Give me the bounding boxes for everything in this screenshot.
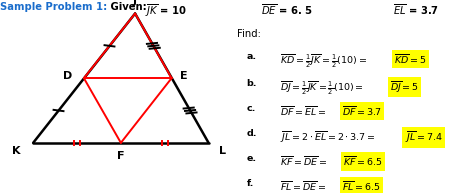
Text: J: J (133, 0, 137, 6)
Text: d.: d. (246, 129, 257, 138)
Text: c.: c. (246, 104, 256, 113)
Text: a.: a. (246, 52, 256, 61)
Text: $\overline{EL}$ = 3.7: $\overline{EL}$ = 3.7 (393, 2, 439, 17)
Text: Given:: Given: (107, 2, 150, 12)
Text: $\overline{KD} = 5$: $\overline{KD} = 5$ (394, 52, 427, 66)
Text: $\overline{FL} = \overline{DE} = $: $\overline{FL} = \overline{DE} = $ (280, 179, 326, 193)
Text: E: E (180, 71, 188, 81)
Text: $\overline{DF} = 3.7$: $\overline{DF} = 3.7$ (342, 104, 382, 118)
Text: $\overline{KF} = 6.5$: $\overline{KF} = 6.5$ (343, 154, 383, 168)
Text: $\overline{JL} = 2 \cdot \overline{EL} = 2 \cdot 3.7 = $: $\overline{JL} = 2 \cdot \overline{EL} =… (280, 129, 374, 145)
Text: $\overline{DF} = \overline{EL} = $: $\overline{DF} = \overline{EL} = $ (280, 104, 326, 118)
Text: $\overline{JL} = 7.4$: $\overline{JL} = 7.4$ (405, 129, 442, 145)
Text: $\overline{DJ} = \frac{1}{2}\overline{JK} = \frac{1}{2}(10) = $: $\overline{DJ} = \frac{1}{2}\overline{JK… (280, 79, 363, 97)
Text: F: F (117, 151, 125, 161)
Text: $\overline{DJ} = 5$: $\overline{DJ} = 5$ (390, 79, 419, 95)
Text: $\overline{KD} = \frac{1}{2}\overline{JK} = \frac{1}{2}(10) = $: $\overline{KD} = \frac{1}{2}\overline{JK… (280, 52, 367, 70)
Text: $\overline{FL} = 6.5$: $\overline{FL} = 6.5$ (342, 179, 381, 193)
Text: K: K (12, 146, 21, 156)
Text: $\overline{JK}$ = 10: $\overline{JK}$ = 10 (145, 2, 186, 19)
Text: b.: b. (246, 79, 257, 88)
Text: $\overline{DE}$ = 6. 5: $\overline{DE}$ = 6. 5 (261, 2, 313, 17)
Text: e.: e. (246, 154, 256, 163)
Text: D: D (63, 71, 72, 81)
Text: Sample Problem 1:: Sample Problem 1: (0, 2, 107, 12)
Text: f.: f. (246, 179, 254, 189)
Text: $\overline{KF} = \overline{DE} = $: $\overline{KF} = \overline{DE} = $ (280, 154, 327, 168)
Text: Find:: Find: (237, 29, 261, 39)
Text: L: L (219, 146, 226, 156)
